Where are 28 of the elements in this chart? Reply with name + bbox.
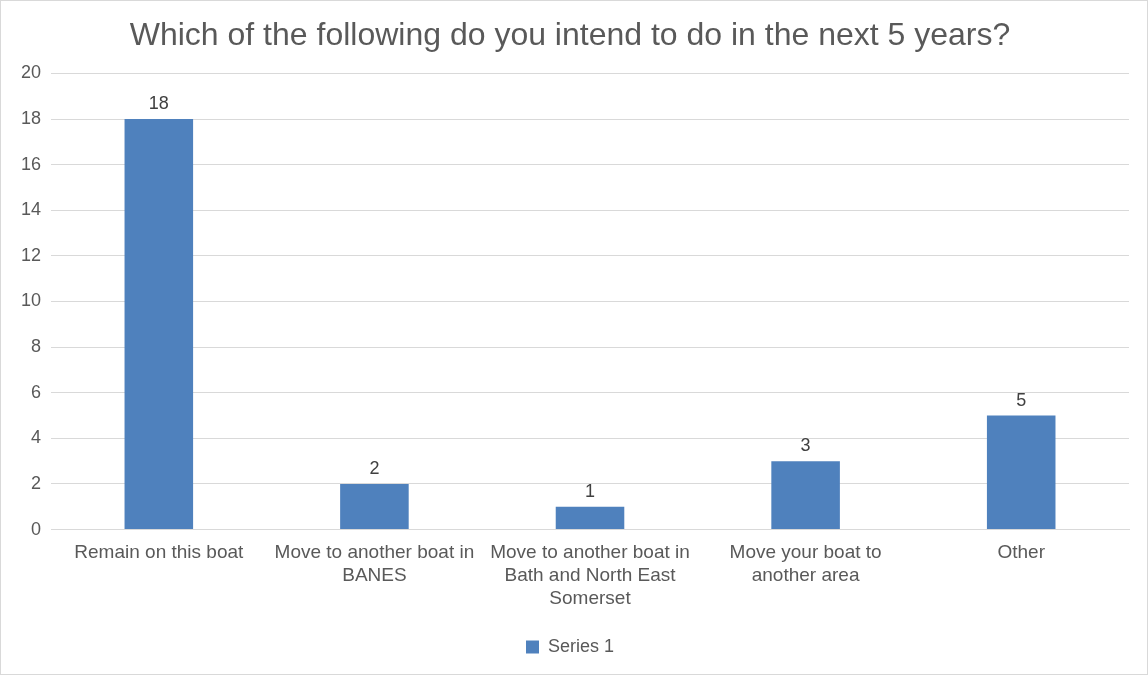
legend-label: Series 1 bbox=[547, 635, 615, 656]
y-tick-label: 16 bbox=[20, 153, 42, 174]
y-tick-label: 18 bbox=[20, 107, 42, 128]
bar bbox=[340, 483, 409, 530]
bar bbox=[986, 415, 1056, 530]
y-tick-label: 20 bbox=[20, 62, 42, 83]
x-tick-label: Move to another boat in BANES bbox=[274, 541, 475, 586]
y-tick-label: 0 bbox=[31, 518, 42, 539]
bar bbox=[124, 119, 194, 530]
x-tick-label: Other bbox=[997, 541, 1046, 563]
y-tick-label: 6 bbox=[31, 381, 42, 402]
y-tick-label: 2 bbox=[31, 472, 42, 493]
bar bbox=[771, 461, 840, 530]
data-label: 3 bbox=[800, 435, 811, 456]
y-tick-label: 4 bbox=[31, 427, 42, 448]
x-tick-label: Move your boat to another area bbox=[729, 541, 882, 586]
bar bbox=[555, 506, 625, 530]
chart-title: Which of the following do you intend to do in the next 5 years? bbox=[129, 16, 1011, 53]
data-label: 1 bbox=[585, 480, 596, 501]
y-tick-label: 10 bbox=[20, 290, 42, 311]
x-tick-label: Remain on this boat bbox=[74, 541, 245, 563]
y-tick-label: 8 bbox=[31, 336, 42, 357]
x-tick-label: Move to another boat in Bath and North East Somerset bbox=[490, 541, 690, 608]
data-label: 18 bbox=[148, 92, 169, 113]
data-label: 5 bbox=[1016, 389, 1027, 410]
y-tick-label: 12 bbox=[20, 244, 42, 265]
data-label: 2 bbox=[369, 457, 380, 478]
y-tick-label: 14 bbox=[20, 199, 42, 220]
